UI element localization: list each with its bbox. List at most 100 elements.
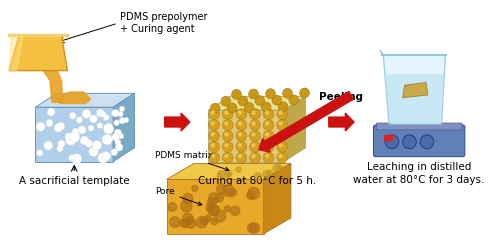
Circle shape (280, 144, 282, 147)
Circle shape (211, 133, 214, 136)
Polygon shape (208, 110, 284, 162)
Circle shape (266, 133, 268, 136)
Circle shape (182, 220, 190, 228)
Circle shape (252, 144, 255, 147)
Text: A sacrificial template: A sacrificial template (19, 176, 130, 186)
Circle shape (36, 150, 43, 156)
Polygon shape (384, 74, 444, 124)
Circle shape (182, 213, 193, 224)
Circle shape (58, 140, 65, 147)
Circle shape (44, 141, 52, 150)
Circle shape (124, 118, 129, 123)
Circle shape (200, 217, 208, 225)
Polygon shape (113, 93, 134, 162)
Circle shape (266, 89, 276, 99)
Circle shape (238, 122, 242, 125)
Circle shape (252, 122, 255, 125)
Circle shape (90, 115, 98, 123)
FancyArrow shape (164, 113, 190, 131)
Circle shape (385, 135, 399, 149)
Circle shape (277, 152, 287, 163)
Circle shape (244, 102, 254, 113)
Circle shape (250, 130, 260, 141)
Polygon shape (284, 96, 306, 162)
Polygon shape (28, 41, 62, 102)
Circle shape (218, 170, 224, 177)
Circle shape (267, 170, 272, 176)
Circle shape (236, 120, 246, 130)
Circle shape (248, 188, 260, 199)
Circle shape (236, 130, 246, 141)
Text: Peeling: Peeling (320, 92, 364, 102)
Circle shape (225, 144, 228, 147)
Circle shape (300, 88, 310, 98)
Circle shape (80, 136, 89, 145)
Circle shape (211, 155, 214, 158)
Circle shape (47, 108, 55, 116)
Circle shape (250, 109, 260, 120)
Polygon shape (264, 164, 291, 234)
Circle shape (222, 185, 234, 196)
Circle shape (88, 125, 94, 131)
Polygon shape (166, 164, 291, 180)
Circle shape (111, 149, 117, 156)
Circle shape (210, 205, 220, 216)
Circle shape (252, 133, 255, 136)
Circle shape (225, 111, 228, 114)
Polygon shape (9, 36, 23, 70)
Circle shape (104, 124, 114, 134)
Circle shape (76, 117, 82, 123)
Circle shape (100, 111, 106, 117)
Circle shape (218, 173, 222, 177)
Circle shape (206, 203, 214, 211)
Circle shape (57, 146, 63, 152)
Circle shape (225, 133, 228, 136)
Circle shape (78, 126, 86, 134)
Circle shape (85, 140, 92, 147)
Circle shape (236, 141, 246, 152)
Circle shape (263, 141, 274, 152)
Circle shape (263, 170, 270, 178)
Circle shape (238, 133, 242, 136)
Circle shape (70, 132, 80, 142)
Circle shape (208, 193, 219, 203)
Circle shape (272, 95, 281, 105)
Circle shape (277, 166, 283, 172)
Circle shape (262, 102, 271, 112)
Circle shape (46, 120, 53, 127)
Circle shape (82, 110, 91, 118)
Circle shape (211, 144, 214, 147)
Circle shape (246, 191, 254, 199)
Circle shape (209, 152, 220, 163)
Circle shape (250, 223, 260, 233)
Circle shape (250, 141, 260, 152)
Polygon shape (166, 180, 264, 234)
Circle shape (102, 134, 113, 145)
Circle shape (192, 186, 198, 192)
Circle shape (228, 188, 236, 197)
Circle shape (73, 136, 79, 142)
Polygon shape (9, 36, 68, 70)
Circle shape (119, 118, 126, 124)
Circle shape (280, 111, 282, 114)
Circle shape (289, 95, 298, 105)
Polygon shape (36, 107, 113, 162)
Circle shape (420, 135, 434, 149)
Circle shape (254, 173, 262, 180)
Circle shape (209, 120, 220, 130)
Circle shape (222, 120, 233, 130)
Circle shape (66, 134, 76, 145)
Circle shape (252, 111, 255, 114)
Circle shape (263, 152, 274, 163)
Circle shape (228, 103, 237, 113)
Circle shape (104, 114, 109, 120)
Polygon shape (55, 92, 92, 104)
Circle shape (210, 103, 220, 113)
Circle shape (232, 90, 241, 99)
Circle shape (222, 152, 233, 163)
Circle shape (252, 155, 255, 158)
Circle shape (211, 111, 214, 114)
Circle shape (250, 120, 260, 130)
Circle shape (273, 164, 280, 172)
Circle shape (170, 217, 180, 228)
